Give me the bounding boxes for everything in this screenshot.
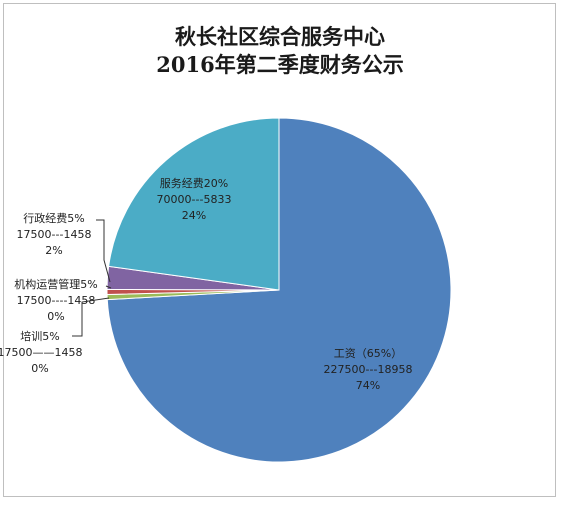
slice-label-0-line-0: 工资（65%） [334, 347, 402, 360]
slice-label-1: 培训5% 17500——1458 0% [0, 329, 83, 375]
slice-label-0: 工资（65%） 227500---18958 74% [324, 347, 413, 392]
slice-label-3-line-0: 行政经费5% [23, 211, 84, 225]
slice-label-1-line-0: 培训5% [20, 329, 59, 343]
pie-slice-4 [108, 117, 280, 291]
pie-slices [106, 117, 452, 463]
slice-label-4-line-0: 服务经费20% [160, 177, 228, 190]
slice-label-0-line-2: 74% [356, 379, 380, 392]
leader-line-2 [105, 285, 112, 289]
slice-label-4-line-1: 70000---5833 [157, 193, 232, 206]
slice-label-2: 机构运营管理5% 17500----1458 0% [14, 277, 97, 323]
leader-line-3 [96, 219, 111, 283]
slice-label-3-line-2: 2% [45, 244, 62, 257]
slice-label-4-line-2: 24% [182, 209, 206, 222]
slice-label-3: 行政经费5% 17500---1458 2% [17, 211, 92, 257]
slice-labels: 工资（65%） 227500---18958 74% 培训5% 17500——1458 0… [0, 177, 412, 392]
slice-label-1-line-1: 17500——1458 [0, 346, 83, 359]
slice-label-0-line-1: 227500---18958 [324, 363, 413, 376]
leader-line-1 [72, 297, 110, 337]
slice-label-2-line-0: 机构运营管理5% [14, 277, 97, 291]
slice-label-1-line-2: 0% [31, 362, 48, 375]
slice-label-2-line-1: 17500----1458 [17, 294, 96, 307]
slice-label-3-line-1: 17500---1458 [17, 228, 92, 241]
slice-label-2-line-2: 0% [47, 310, 64, 323]
leader-lines [72, 219, 112, 337]
chart-title: 秋长社区综合服务中心 [175, 24, 385, 49]
chart-subtitle: 2016年第二季度财务公示 [156, 52, 403, 77]
slice-label-4: 服务经费20% 70000---5833 24% [157, 177, 232, 222]
